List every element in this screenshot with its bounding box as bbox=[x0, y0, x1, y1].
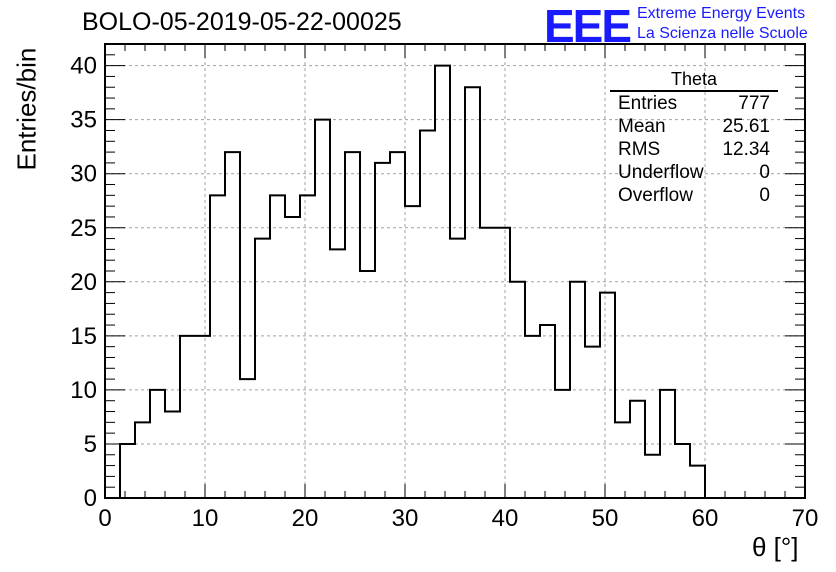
stats-box: Theta Entries 777 Mean 25.61 RMS 12.34 U… bbox=[610, 68, 778, 207]
x-tick-label: 60 bbox=[692, 505, 719, 532]
x-tick-label: 10 bbox=[192, 505, 219, 532]
histogram-bin bbox=[645, 455, 660, 498]
stats-title: Theta bbox=[610, 68, 778, 92]
stats-row-mean: Mean 25.61 bbox=[610, 115, 778, 138]
x-tick-label: 30 bbox=[392, 505, 419, 532]
y-tick-label: 40 bbox=[70, 53, 97, 80]
histogram-bin bbox=[330, 249, 345, 498]
y-tick-label: 10 bbox=[70, 377, 97, 404]
histogram-bin bbox=[660, 390, 675, 498]
y-tick-label: 35 bbox=[70, 107, 97, 134]
stats-label: RMS bbox=[618, 139, 661, 160]
stats-value: 777 bbox=[738, 93, 770, 114]
histogram-bin bbox=[615, 422, 630, 498]
chart-title: BOLO-05-2019-05-22-00025 bbox=[82, 8, 402, 36]
x-tick-label: 50 bbox=[592, 505, 619, 532]
histogram-bin bbox=[480, 228, 495, 498]
x-tick-label: 0 bbox=[98, 505, 111, 532]
stats-value: 25.61 bbox=[722, 116, 770, 137]
histogram-bin bbox=[690, 466, 705, 498]
logo-line-2: La Scienza nelle Scuole bbox=[637, 25, 808, 42]
histogram-bin bbox=[225, 152, 240, 498]
histogram-bin bbox=[195, 336, 210, 498]
histogram-bin bbox=[315, 120, 330, 498]
y-tick-label: 20 bbox=[70, 269, 97, 296]
y-tick-label: 25 bbox=[70, 215, 97, 242]
x-tick-label: 40 bbox=[492, 505, 519, 532]
histogram-bin bbox=[285, 217, 300, 498]
x-tick-label: 70 bbox=[792, 505, 819, 532]
histogram-series bbox=[105, 64, 795, 499]
stats-row-rms: RMS 12.34 bbox=[610, 138, 778, 161]
y-tick-label: 5 bbox=[84, 431, 97, 458]
histogram-bin bbox=[405, 206, 420, 498]
histogram-bin bbox=[240, 379, 255, 498]
histogram-bin bbox=[420, 130, 435, 498]
histogram-bin bbox=[450, 239, 465, 498]
x-axis-label: θ [°] bbox=[752, 532, 799, 562]
histogram-bin bbox=[390, 152, 405, 498]
histogram-bin bbox=[255, 239, 270, 498]
histogram-bin bbox=[600, 293, 615, 498]
histogram-bin bbox=[300, 195, 315, 498]
histogram-bin bbox=[165, 412, 180, 498]
histogram-bin bbox=[675, 444, 690, 498]
stats-row-underflow: Underflow 0 bbox=[610, 161, 778, 184]
histogram-bin bbox=[495, 228, 510, 498]
histogram-bin bbox=[180, 336, 195, 498]
histogram-bin bbox=[135, 422, 150, 498]
x-tick-label: 20 bbox=[292, 505, 319, 532]
histogram-bin bbox=[510, 282, 525, 498]
histogram-bin bbox=[345, 152, 360, 498]
stats-label: Overflow bbox=[618, 185, 693, 206]
y-tick-label: 0 bbox=[84, 485, 97, 512]
y-tick-label: 15 bbox=[70, 323, 97, 350]
stats-row-entries: Entries 777 bbox=[610, 92, 778, 115]
histogram-bin bbox=[525, 336, 540, 498]
stats-row-overflow: Overflow 0 bbox=[610, 184, 778, 207]
stats-label: Entries bbox=[618, 93, 678, 114]
histogram-bin bbox=[585, 347, 600, 498]
histogram-bin bbox=[150, 390, 165, 498]
stats-label: Mean bbox=[618, 116, 666, 137]
histogram-bin bbox=[210, 195, 225, 498]
stats-value: 0 bbox=[759, 185, 770, 206]
histogram-bin bbox=[570, 282, 585, 498]
histogram-bin bbox=[630, 401, 645, 498]
histogram-bin bbox=[120, 444, 135, 498]
histogram-bin bbox=[375, 163, 390, 498]
eee-logo: EEE bbox=[544, 0, 632, 52]
stats-label: Underflow bbox=[618, 162, 704, 183]
stats-value: 12.34 bbox=[722, 139, 770, 160]
histogram-bin bbox=[540, 325, 555, 498]
y-axis-label: Entries/bin bbox=[11, 47, 42, 171]
histogram-bin bbox=[465, 87, 480, 498]
histogram-bin bbox=[360, 271, 375, 498]
y-tick-label: 30 bbox=[70, 161, 97, 188]
histogram-bin bbox=[270, 195, 285, 498]
stats-value: 0 bbox=[759, 162, 770, 183]
logo-line-1: Extreme Energy Events bbox=[637, 5, 806, 22]
plot-frame bbox=[104, 43, 806, 499]
